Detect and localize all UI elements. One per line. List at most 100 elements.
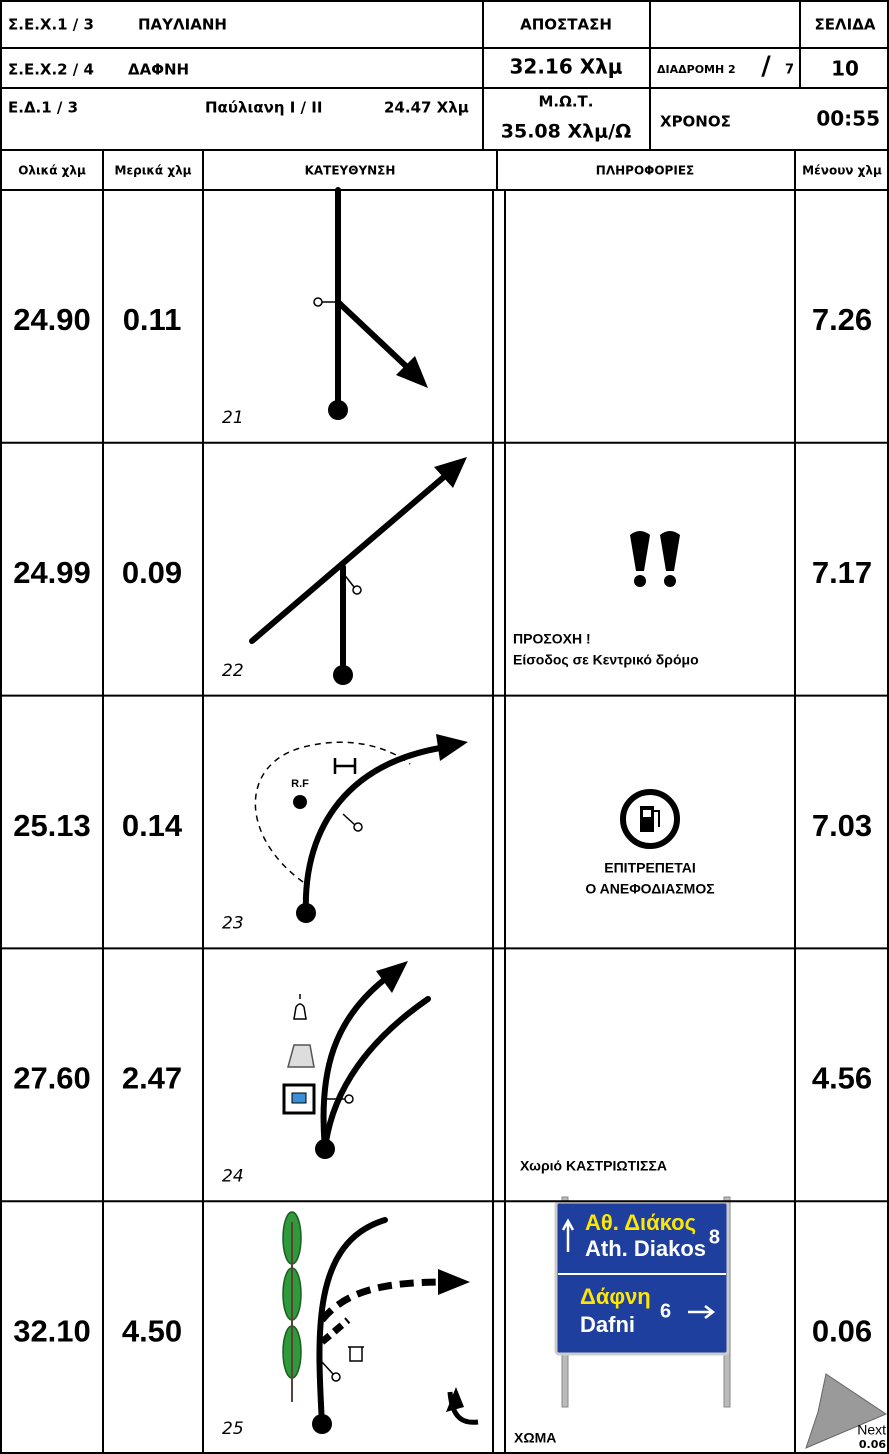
tulip-25: Αθ. Διάκος 8 Ath. Diakos Δάφνη 6 Dafni Χ… <box>282 1196 888 1451</box>
total-km: 32.10 <box>13 1313 91 1348</box>
total-km: 24.90 <box>13 302 91 337</box>
drawing-shape <box>643 810 651 817</box>
remaining-km: 7.03 <box>812 808 872 843</box>
tulip-22: ΠΡΟΣΟΧΗ ! Είσοδος σε Κεντρικό δρόμο <box>249 457 699 685</box>
drawing-shape <box>291 1092 307 1104</box>
drawing-shape <box>352 585 362 595</box>
drawing-shape <box>315 1139 335 1159</box>
drawing-shape <box>249 473 448 644</box>
tulip-23: R.F ΕΠΙΤΡΕΠΕΤΑΙ Ο ΑΝΕΦΟΔΙΑΣΜΟΣ <box>254 734 715 923</box>
drawing-shape <box>333 665 353 685</box>
column-header: Ολικά χλμ <box>18 164 86 178</box>
distance-label: ΑΠΟΣΤΑΣΗ <box>520 16 612 34</box>
drawing-shape <box>328 400 348 420</box>
time-label: ΧΡΟΝΟΣ <box>660 113 731 131</box>
route-total: 7 <box>785 63 794 78</box>
sign-text: 6 <box>660 1300 671 1322</box>
partial-km: 0.09 <box>122 555 182 590</box>
drawing-shape <box>805 1373 888 1449</box>
total-km: 27.60 <box>13 1061 91 1096</box>
rule-line <box>342 813 356 826</box>
drawing-shape <box>634 575 646 587</box>
column-header: ΠΛΗΡΟΦΟΡΙΕΣ <box>596 164 694 178</box>
rule-line <box>321 1361 334 1375</box>
step-number: 23 <box>222 914 244 934</box>
drawing-shape <box>331 1372 341 1382</box>
column-header: ΚΑΤΕΥΘΥΝΣΗ <box>305 164 396 178</box>
distance: 32.16 Χλμ <box>509 55 622 79</box>
sek2: Σ.Ε.Χ.2 / 4 <box>8 61 94 79</box>
info-text: Είσοδος σε Κεντρικό δρόμο <box>513 652 699 668</box>
next-label: Next <box>857 1422 886 1438</box>
info-text: Ο ΑΝΕΦΟΔΙΑΣΜΟΣ <box>585 881 714 897</box>
ed-name: Παύλιανη I / II <box>205 99 322 117</box>
sek1-name: ΠΑΥΛΙΑΝΗ <box>138 16 227 34</box>
sign-text: 8 <box>709 1226 720 1248</box>
remaining-km: 4.56 <box>812 1061 872 1096</box>
total-km: 24.99 <box>13 555 91 590</box>
drawing-shape <box>434 457 467 488</box>
drawing-shape <box>344 1094 354 1104</box>
drawing-shape <box>446 1387 464 1412</box>
drawing-shape <box>333 758 357 774</box>
page-label: ΣΕΛΙΔΑ <box>815 16 876 34</box>
drawing-shape <box>319 1317 351 1345</box>
partial-km: 4.50 <box>122 1313 182 1348</box>
drawing-shape <box>640 806 654 832</box>
ed: Ε.Δ.1 / 3 <box>8 99 78 117</box>
partial-km: 0.11 <box>123 302 182 337</box>
total-km: 25.13 <box>13 808 91 843</box>
column-header: Μερικά χλμ <box>115 164 192 178</box>
step-number: 22 <box>222 661 244 681</box>
next-distance: 0.06 <box>859 1438 886 1451</box>
avg-speed: 35.08 Χλμ/Ω <box>501 121 631 143</box>
sign-text: Αθ. Διάκος <box>585 1210 696 1235</box>
avg-speed-label: Μ.Ω.Τ. <box>538 93 593 111</box>
page-number: 10 <box>831 57 859 81</box>
drawing-shape <box>664 575 676 587</box>
drawing-shape <box>293 994 307 1020</box>
drawing-shape <box>254 741 411 883</box>
info-text: ΧΩΜΑ <box>514 1430 556 1446</box>
remaining-km: 7.17 <box>812 555 872 590</box>
drawing-shape <box>688 1305 716 1319</box>
time: 00:55 <box>816 107 880 131</box>
drawing-shape <box>313 297 323 307</box>
drawing-shape <box>353 822 363 832</box>
partial-km: 2.47 <box>122 1061 182 1096</box>
route-label: ΔΙΑΔΡΟΜΗ 2 <box>657 63 736 76</box>
drawing-shape <box>320 976 388 1152</box>
drawing-shape <box>312 1414 332 1434</box>
drawing-shape <box>438 1269 470 1295</box>
drawing-shape <box>396 356 428 388</box>
info-text: Χωριό ΚΑΣΤΡΙΩΤΙΣΣΑ <box>520 1158 667 1174</box>
tulip-24: Χωριό ΚΑΣΤΡΙΩΤΙΣΣΑ <box>282 961 667 1174</box>
drawing-shape <box>319 1278 446 1323</box>
drawing-shape <box>316 1217 388 1427</box>
column-header: Μένουν χλμ <box>802 164 882 178</box>
drawing-shape <box>335 299 411 371</box>
drawing-shape <box>287 1044 315 1068</box>
remaining-km: 7.26 <box>812 302 872 337</box>
info-text: ΕΠΙΤΡΕΠΕΤΑΙ <box>604 860 696 876</box>
rule-line <box>342 572 355 588</box>
step-number: 21 <box>222 408 244 428</box>
remaining-km: 0.06 <box>812 1313 872 1348</box>
partial-km: 0.14 <box>122 808 183 843</box>
info-text: ΠΡΟΣΟΧΗ ! <box>513 631 591 647</box>
ed-distance: 24.47 Χλμ <box>384 99 469 117</box>
route-slash: / <box>761 52 771 82</box>
sign-text: Dafni <box>580 1312 635 1337</box>
drawing-shape <box>322 996 431 1152</box>
sek1: Σ.Ε.Χ.1 / 3 <box>8 16 94 34</box>
tulip-21 <box>313 187 428 420</box>
drawing-shape <box>561 1218 575 1252</box>
step-number: 25 <box>222 1419 244 1439</box>
drawing-shape <box>436 734 468 761</box>
drawing-shape <box>293 795 307 809</box>
rf-label: R.F <box>291 778 309 790</box>
sign-text: Δάφνη <box>580 1284 651 1309</box>
drawing-shape <box>630 531 680 571</box>
